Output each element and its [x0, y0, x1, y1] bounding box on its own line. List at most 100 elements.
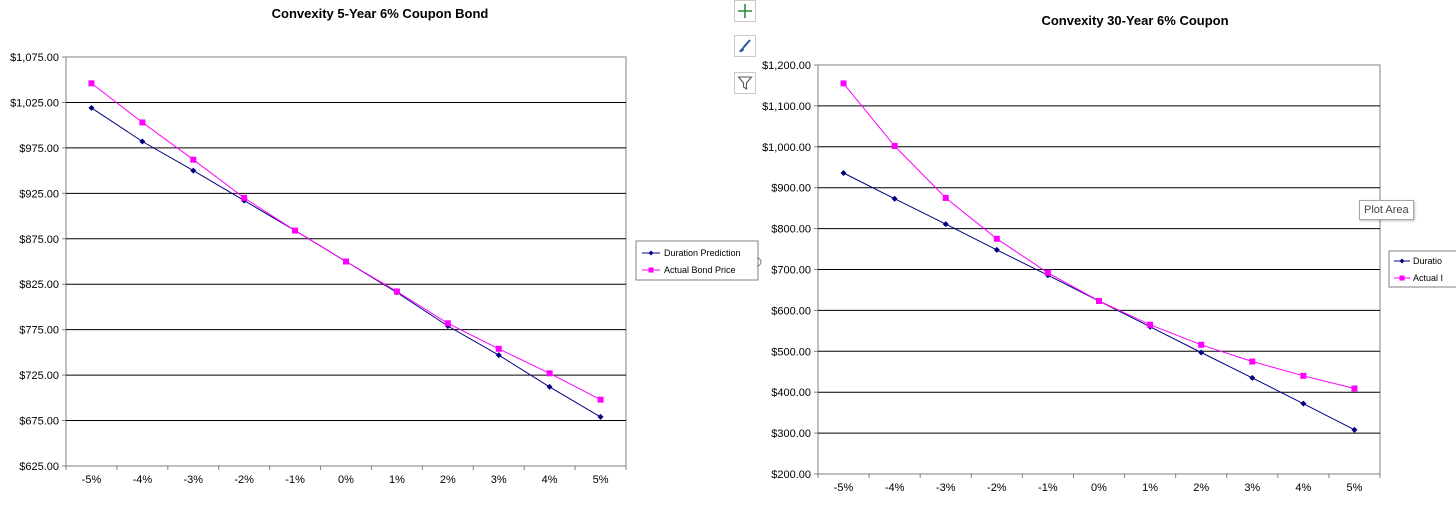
handle-fragment-mid — [756, 257, 762, 267]
x-tick-label: -5% — [82, 474, 102, 486]
chart-5yr-legend-actual: Actual Bond Price — [664, 265, 736, 275]
data-point-square[interactable] — [1351, 385, 1358, 392]
data-point-square[interactable] — [444, 320, 451, 327]
chart-5yr-legend-duration: Duration Prediction — [664, 248, 741, 258]
chart-30yr-series — [840, 80, 1358, 433]
chart-30yr-x-axis: -5% -4% -3% -2% -1% 0% 1% 2% 3% 4% 5% — [817, 474, 1381, 494]
data-point-diamond[interactable] — [597, 413, 604, 420]
x-tick-label: 0% — [338, 474, 354, 486]
chart-30yr: Convexity 30-Year 6% Coupon $1,200.00 $1,… — [762, 13, 1456, 494]
data-point-square[interactable] — [597, 396, 604, 403]
data-point-diamond[interactable] — [1300, 400, 1307, 407]
y-tick-label: $400.00 — [771, 387, 811, 399]
chart-styles-button[interactable] — [734, 35, 756, 57]
data-point-diamond[interactable] — [88, 104, 95, 111]
chart-30yr-gridlines — [818, 105, 1380, 434]
chart-30yr-title: Convexity 30-Year 6% Coupon — [1041, 13, 1228, 28]
x-tick-label: -1% — [1038, 482, 1058, 494]
data-point-diamond[interactable] — [546, 383, 553, 390]
data-point-diamond[interactable] — [891, 195, 898, 202]
data-point-diamond[interactable] — [1198, 349, 1205, 356]
data-point-diamond[interactable] — [942, 221, 949, 228]
chart-filters-button[interactable] — [734, 72, 756, 94]
x-tick-label: 3% — [491, 474, 507, 486]
y-tick-label: $600.00 — [771, 305, 811, 317]
filter-icon — [737, 76, 753, 91]
x-tick-label: -1% — [285, 474, 305, 486]
data-point-square[interactable] — [1249, 358, 1256, 365]
legend-diamond-marker — [648, 250, 654, 256]
y-tick-label: $1,075.00 — [10, 52, 59, 64]
y-tick-label: $300.00 — [771, 428, 811, 440]
data-point-diamond[interactable] — [495, 352, 502, 359]
y-tick-label: $500.00 — [771, 346, 811, 358]
y-tick-label: $725.00 — [19, 370, 59, 382]
x-tick-label: -3% — [183, 474, 203, 486]
chart-5yr-y-axis: $1,075.00 $1,025.00 $975.00 $925.00 $875.00 $… — [10, 52, 66, 473]
data-point-diamond[interactable] — [139, 138, 146, 145]
data-point-diamond[interactable] — [190, 167, 197, 174]
legend-square-marker — [1399, 275, 1405, 281]
y-tick-label: $875.00 — [19, 234, 59, 246]
y-tick-label: $700.00 — [771, 265, 811, 277]
data-point-diamond[interactable] — [993, 246, 1000, 253]
chart-30yr-legend-duration: Duratio — [1413, 256, 1442, 266]
legend-diamond-marker — [1399, 258, 1405, 264]
data-point-square[interactable] — [546, 370, 553, 377]
y-tick-label: $775.00 — [19, 325, 59, 337]
data-point-square[interactable] — [495, 345, 502, 352]
plus-icon — [738, 4, 752, 18]
y-tick-label: $1,200.00 — [762, 60, 811, 72]
data-point-square[interactable] — [1300, 372, 1307, 379]
chart-30yr-legend[interactable]: Duratio Actual I — [1388, 250, 1456, 288]
data-point-square[interactable] — [292, 227, 299, 234]
data-point-square[interactable] — [1096, 297, 1102, 304]
chart-5yr-legend[interactable]: Duration Prediction Actual Bond Price — [635, 240, 759, 281]
plot-area-tooltip: Plot Area — [1359, 200, 1414, 220]
y-tick-label: $675.00 — [19, 416, 59, 428]
chart-30yr-legend-actual: Actual I — [1413, 273, 1443, 283]
x-tick-label: 3% — [1244, 482, 1260, 494]
data-point-square[interactable] — [891, 142, 898, 149]
brush-icon — [739, 39, 751, 52]
y-tick-label: $1,100.00 — [762, 101, 811, 113]
data-point-square[interactable] — [88, 80, 95, 87]
data-point-diamond[interactable] — [840, 169, 847, 176]
data-point-square[interactable] — [840, 80, 847, 87]
x-tick-label: 2% — [440, 474, 456, 486]
y-tick-label: $625.00 — [19, 461, 59, 473]
data-point-square[interactable] — [993, 235, 1000, 242]
x-tick-label: -2% — [987, 482, 1007, 494]
y-tick-label: $900.00 — [771, 183, 811, 195]
data-point-square[interactable] — [393, 288, 400, 295]
data-point-square[interactable] — [1044, 269, 1051, 276]
x-tick-label: 4% — [1295, 482, 1311, 494]
chart-5yr-title: Convexity 5-Year 6% Coupon Bond — [272, 6, 489, 21]
y-tick-label: $825.00 — [19, 279, 59, 291]
y-tick-label: $975.00 — [19, 143, 59, 155]
data-point-square[interactable] — [343, 258, 349, 265]
x-tick-label: 1% — [1142, 482, 1158, 494]
x-tick-label: 4% — [542, 474, 558, 486]
y-tick-label: $1,025.00 — [10, 97, 59, 109]
legend-square-marker — [648, 267, 654, 273]
y-tick-label: $800.00 — [771, 224, 811, 236]
chart-elements-button[interactable] — [734, 0, 756, 22]
data-point-square[interactable] — [1198, 341, 1205, 348]
y-tick-label: $925.00 — [19, 188, 59, 200]
x-tick-label: 5% — [1347, 482, 1363, 494]
chart-5yr-gridlines — [66, 101, 626, 422]
x-tick-label: -3% — [936, 482, 956, 494]
x-tick-label: 0% — [1091, 482, 1107, 494]
data-point-square[interactable] — [1147, 321, 1154, 328]
data-point-square[interactable] — [241, 194, 248, 201]
data-point-square[interactable] — [190, 156, 197, 163]
data-point-square[interactable] — [942, 194, 949, 201]
data-point-diamond[interactable] — [1249, 374, 1256, 381]
data-point-diamond[interactable] — [1351, 426, 1358, 433]
x-tick-label: -4% — [133, 474, 153, 486]
chart-30yr-y-axis: $1,200.00 $1,100.00 $1,000.00 $900.00 $800.0… — [762, 60, 818, 481]
data-point-square[interactable] — [139, 119, 146, 126]
y-tick-label: $200.00 — [771, 469, 811, 481]
